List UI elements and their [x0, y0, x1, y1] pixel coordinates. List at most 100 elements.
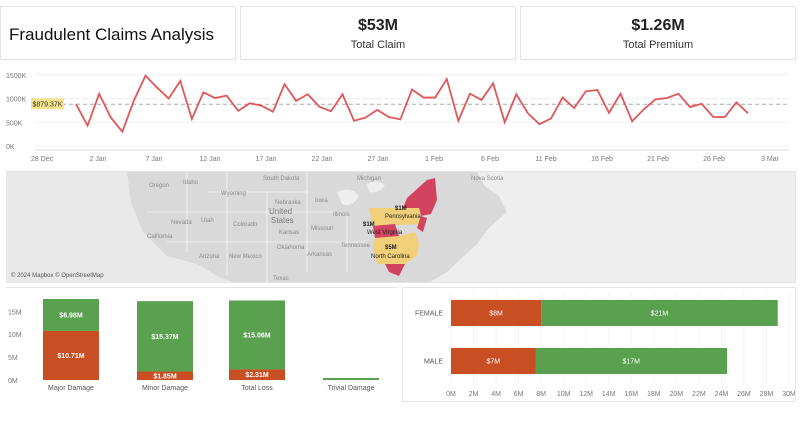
gender-x-tick: 4M [491, 391, 501, 398]
claims-point[interactable] [700, 102, 704, 106]
claims-point[interactable] [225, 94, 229, 98]
damage-bar-segment[interactable] [229, 300, 285, 370]
claims-point[interactable] [97, 92, 101, 96]
highlight-labels: $1M Pennsylvania $1M West Virginia $5M N… [363, 206, 421, 260]
claims-point[interactable] [642, 108, 646, 112]
state-shape-ny[interactable] [403, 178, 437, 216]
state-label-iowa: Iowa [315, 198, 328, 204]
claims-point[interactable] [121, 130, 125, 134]
claims-point[interactable] [572, 106, 576, 110]
state-shape-north-carolina[interactable] [373, 244, 419, 264]
claims-point[interactable] [318, 105, 322, 109]
claims-point[interactable] [433, 96, 437, 100]
damage-bar-segment[interactable] [323, 378, 379, 380]
gender-x-tick: 30M [782, 391, 795, 398]
damage-bar-segment[interactable] [137, 301, 193, 372]
claims-point[interactable] [619, 92, 623, 96]
claims-point[interactable] [654, 98, 658, 102]
damage-bar-segment[interactable] [229, 369, 285, 380]
claims-point[interactable] [445, 77, 449, 81]
highlighted-states[interactable] [369, 178, 437, 276]
state-shape-virginia[interactable] [373, 232, 419, 248]
claims-line[interactable] [75, 74, 749, 134]
state-label-arkansas: Arkansas [307, 252, 332, 258]
claims-point[interactable] [596, 88, 600, 92]
claims-point[interactable] [399, 118, 403, 122]
claims-point[interactable] [109, 116, 113, 120]
claims-point[interactable] [723, 115, 727, 119]
claims-point[interactable] [167, 97, 171, 101]
claims-timeline-svg[interactable]: 0K 500K 1000K 1500K 28 Dec 2 Jan 7 Jan 12 Jan 17… [0, 64, 796, 167]
claims-point[interactable] [271, 110, 275, 114]
gender-bar-segment[interactable] [451, 300, 542, 326]
claims-point[interactable] [260, 104, 264, 108]
claims-point[interactable] [294, 99, 298, 103]
damage-bar-segment[interactable] [137, 371, 193, 380]
claims-point[interactable] [746, 111, 750, 115]
claims-point[interactable] [422, 96, 426, 100]
claims-point[interactable] [491, 82, 495, 86]
claims-point[interactable] [329, 110, 333, 114]
gender-chart[interactable]: 0M 2M 4M 6M 8M 10M 12M 14M 16M 18M 20M 22M 24M 26M 28M… [402, 287, 796, 402]
state-shape-south-carolina[interactable] [385, 264, 405, 276]
claims-point[interactable] [665, 96, 669, 100]
claims-point[interactable] [74, 102, 78, 106]
claims-point[interactable] [144, 74, 148, 78]
state-label-colorado: Colorado [233, 222, 258, 228]
claims-point[interactable] [155, 86, 159, 90]
gender-bar-segment[interactable] [535, 348, 728, 374]
claims-point[interactable] [584, 90, 588, 94]
claims-point[interactable] [352, 119, 356, 123]
fraud-map-svg[interactable]: Oregon Idaho Wyoming South Dakota Nebras… [7, 172, 796, 283]
claims-point[interactable] [341, 92, 345, 96]
claims-point[interactable] [677, 92, 681, 96]
state-label-south-dakota: South Dakota [263, 176, 300, 182]
claims-point[interactable] [561, 96, 565, 100]
claims-point[interactable] [711, 115, 715, 119]
claims-point[interactable] [190, 117, 194, 121]
state-label-idaho: Idaho [183, 180, 199, 186]
fraud-map[interactable]: Oregon Idaho Wyoming South Dakota Nebras… [6, 171, 796, 283]
claims-point[interactable] [538, 122, 542, 126]
damage-bar-segment[interactable] [43, 298, 99, 331]
claims-point[interactable] [213, 96, 217, 100]
claims-point[interactable] [514, 92, 518, 96]
gender-bar-segment[interactable] [541, 300, 778, 326]
claims-point[interactable] [387, 115, 391, 119]
claims-point[interactable] [202, 91, 206, 95]
claims-point[interactable] [86, 124, 90, 128]
page-title: Fraudulent Claims Analysis [9, 25, 215, 44]
claims-point[interactable] [283, 82, 287, 86]
claims-point[interactable] [526, 111, 530, 115]
claims-point[interactable] [410, 88, 414, 92]
claims-point[interactable] [630, 120, 634, 124]
claims-point[interactable] [457, 119, 461, 123]
damage-type-chart[interactable]: 0M 5M 10M 15M $10.71M $6.98M Major Damage $1.85… [6, 287, 398, 402]
claims-point[interactable] [607, 111, 611, 115]
claims-point[interactable] [480, 98, 484, 102]
claims-point[interactable] [132, 99, 136, 103]
damage-type-svg[interactable]: 0M 5M 10M 15M $10.71M $6.98M Major Damage $1.85… [6, 288, 398, 403]
gender-bar-segment[interactable] [451, 348, 536, 374]
claims-point[interactable] [306, 92, 310, 96]
gender-x-tick: 28M [760, 391, 774, 398]
claims-timeline-chart[interactable]: 0K 500K 1000K 1500K 28 Dec 2 Jan 7 Jan 12 Jan 17… [0, 64, 796, 167]
state-shape-nj[interactable] [417, 216, 427, 232]
state-borders [147, 172, 367, 282]
damage-bar-segment[interactable] [43, 330, 99, 380]
claims-point[interactable] [236, 109, 240, 113]
gender-x-tick: 22M [692, 391, 706, 398]
gender-svg[interactable]: 0M 2M 4M 6M 8M 10M 12M 14M 16M 18M 20M 22M 24M 26M 28M… [403, 288, 796, 401]
state-label-texas: Texas [273, 276, 289, 282]
claims-point[interactable] [503, 120, 507, 124]
claims-point[interactable] [375, 108, 379, 112]
state-shape-pennsylvania[interactable] [369, 208, 421, 226]
claims-point[interactable] [248, 101, 252, 105]
claims-point[interactable] [178, 79, 182, 83]
claims-point[interactable] [688, 105, 692, 109]
claims-point[interactable] [468, 92, 472, 96]
claims-point[interactable] [549, 117, 553, 121]
bar-y-tick: 5M [8, 355, 18, 362]
claims-point[interactable] [364, 116, 368, 120]
claims-point[interactable] [735, 101, 739, 105]
